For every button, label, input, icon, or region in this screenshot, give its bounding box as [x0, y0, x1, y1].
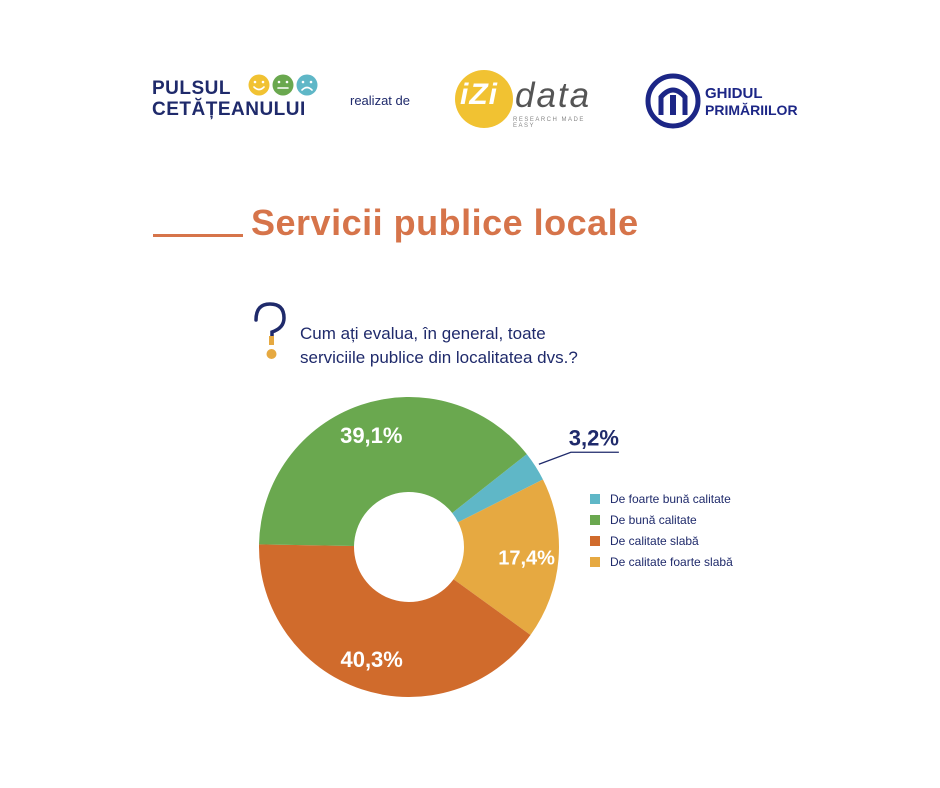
slice-buna	[259, 397, 527, 547]
question-mark-icon	[254, 302, 286, 359]
legend-label: De calitate foarte slabă	[610, 554, 733, 569]
izidata-logo-izi: iZi	[460, 78, 498, 111]
legend-item: De calitate foarte slabă	[590, 551, 733, 572]
slice-foarte-buna	[452, 454, 543, 523]
pulsul-line1: PULSUL	[152, 78, 231, 99]
ghidul-primariilor-icon	[645, 73, 701, 129]
legend-swatch	[590, 493, 600, 504]
legend-swatch	[590, 556, 600, 567]
survey-question: Cum ați evalua, în general, toate servic…	[300, 322, 578, 370]
izidata-logo-data: data	[515, 76, 592, 115]
legend-item: De foarte bună calitate	[590, 488, 733, 509]
page-title: Servicii publice locale	[251, 202, 639, 243]
ghidul-primariilor-text: GHIDUL PRIMĂRIILOR	[705, 85, 798, 119]
question-line2: serviciile publice din localitatea dvs.?	[300, 348, 578, 367]
title-underline-decoration	[153, 234, 243, 237]
face-flat-icon	[272, 74, 294, 96]
legend-label: De calitate slabă	[610, 533, 699, 548]
slice-foarte-slaba	[453, 479, 559, 635]
legend-swatch	[590, 514, 600, 525]
legend-label: De foarte bună calitate	[610, 491, 731, 506]
leader-line	[538, 451, 619, 465]
data-label-buna: 39,1%	[340, 423, 402, 448]
izidata-logo: iZi data RESEARCH MADE EASY	[455, 70, 600, 130]
pulsul-line2: CETĂȚEANULUI	[152, 99, 306, 120]
legend-label: De bună calitate	[610, 512, 697, 527]
legend-item: De calitate slabă	[590, 530, 733, 551]
chart-legend: De foarte bună calitate De bună calitate D…	[590, 488, 733, 572]
pulsul-logo-text: PULSUL CETĂȚEANULUI	[152, 78, 306, 120]
ghidul-line1: GHIDUL	[705, 85, 763, 102]
ghidul-line2: PRIMĂRIILOR	[705, 102, 798, 118]
question-line1: Cum ați evalua, în general, toate	[300, 324, 546, 343]
slice-slaba	[259, 544, 531, 698]
izidata-logo-circle	[455, 70, 513, 128]
face-smile-icon	[248, 74, 270, 96]
smiley-faces-icon	[248, 74, 318, 96]
legend-swatch	[590, 535, 600, 546]
data-label-slaba: 40,3%	[340, 647, 402, 672]
izidata-logo-tagline: RESEARCH MADE EASY	[513, 117, 585, 129]
data-label-foarte-buna: 3,2%	[569, 425, 619, 450]
legend-item: De bună calitate	[590, 509, 733, 530]
data-label-foarte-slaba: 17,4%	[498, 547, 555, 569]
realizat-de-text: realizat de	[350, 93, 410, 108]
